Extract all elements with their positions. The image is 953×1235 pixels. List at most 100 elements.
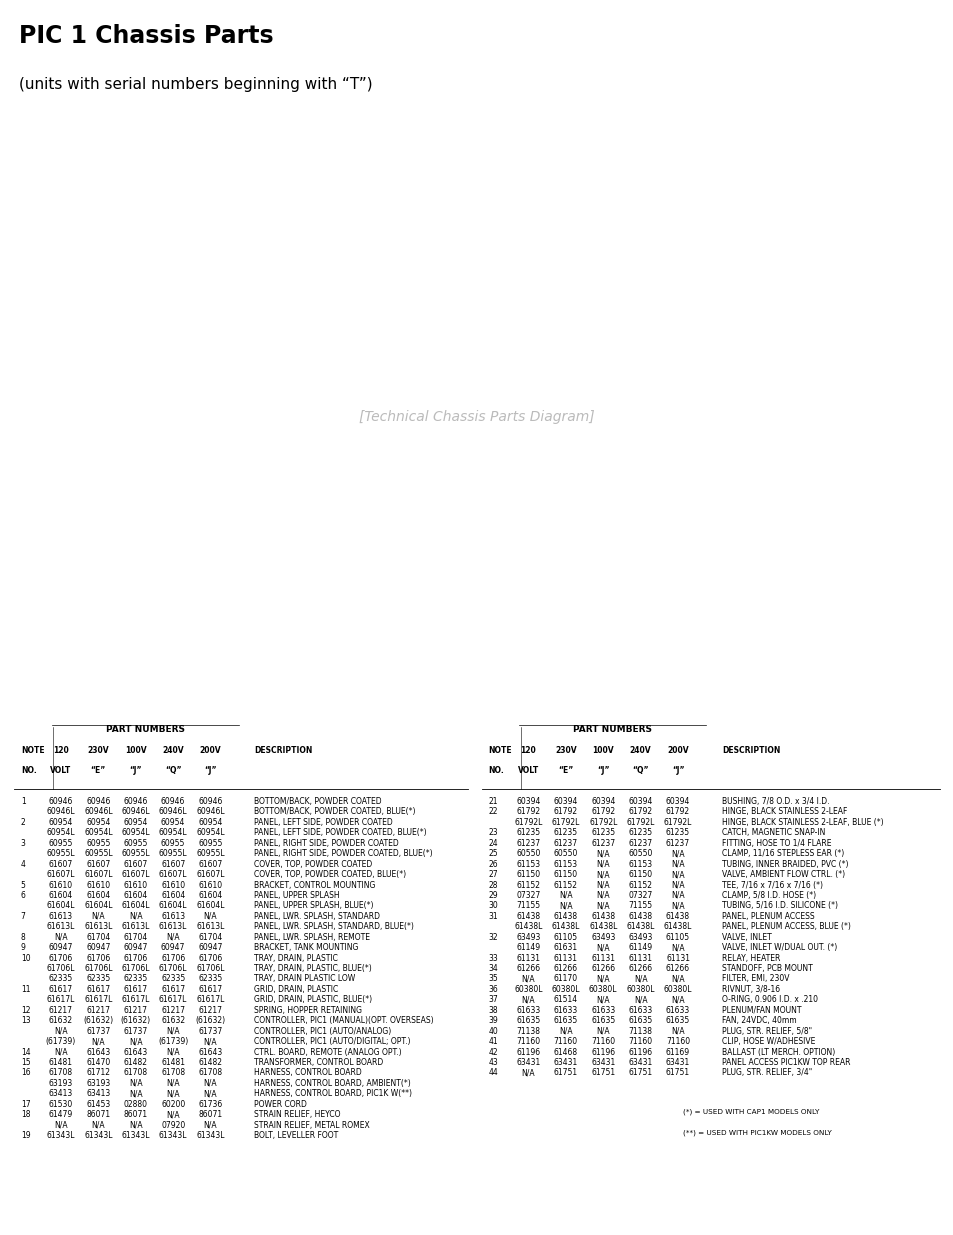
Text: 60946: 60946 (49, 797, 73, 806)
Text: STRAIN RELIEF, METAL ROMEX: STRAIN RELIEF, METAL ROMEX (254, 1120, 370, 1130)
Text: 61617L: 61617L (159, 995, 187, 1004)
Text: 60550: 60550 (553, 850, 578, 858)
Text: 61607: 61607 (198, 860, 222, 868)
Text: 61792L: 61792L (588, 818, 617, 827)
Text: TRAY, DRAIN PLASTIC LOW: TRAY, DRAIN PLASTIC LOW (254, 974, 355, 983)
Text: 63413: 63413 (86, 1089, 111, 1098)
Text: PANEL, PLENUM ACCESS, BLUE (*): PANEL, PLENUM ACCESS, BLUE (*) (721, 923, 850, 931)
Text: N/A: N/A (521, 974, 535, 983)
Text: N/A: N/A (596, 1026, 609, 1036)
Text: 61343L: 61343L (121, 1131, 150, 1140)
Text: Crathco® Powdered Beverage Dispensers: Crathco® Powdered Beverage Dispensers (578, 1192, 936, 1207)
Text: 61613: 61613 (161, 911, 185, 921)
Text: 61737: 61737 (124, 1026, 148, 1036)
Text: 61617L: 61617L (84, 995, 112, 1004)
Text: HARNESS, CONTROL BOARD: HARNESS, CONTROL BOARD (254, 1068, 362, 1077)
Text: GRID, DRAIN, PLASTIC, BLUE(*): GRID, DRAIN, PLASTIC, BLUE(*) (254, 995, 373, 1004)
Text: 60955L: 60955L (196, 850, 225, 858)
Text: 39: 39 (488, 1016, 497, 1025)
Text: 63431: 63431 (591, 1058, 615, 1067)
Text: GRID, DRAIN, PLASTIC: GRID, DRAIN, PLASTIC (254, 986, 338, 994)
Text: N/A: N/A (633, 974, 647, 983)
Text: 63431: 63431 (553, 1058, 578, 1067)
Text: 31: 31 (488, 911, 497, 921)
Text: 40: 40 (488, 1026, 497, 1036)
Text: 61153: 61153 (628, 860, 652, 868)
Text: N/A: N/A (596, 850, 609, 858)
Text: 61792L: 61792L (626, 818, 654, 827)
Text: 61617: 61617 (124, 986, 148, 994)
Text: 44: 44 (488, 1068, 497, 1077)
Text: 61708: 61708 (124, 1068, 148, 1077)
Text: 61706: 61706 (49, 953, 73, 962)
Text: 61643: 61643 (198, 1047, 222, 1057)
Text: 61266: 61266 (553, 965, 578, 973)
Text: PANEL, LWR. SPLASH, STANDARD: PANEL, LWR. SPLASH, STANDARD (254, 911, 380, 921)
Text: 240V: 240V (629, 746, 651, 755)
Text: PLENUM/FAN MOUNT: PLENUM/FAN MOUNT (721, 1005, 801, 1015)
Text: 61604: 61604 (49, 890, 73, 900)
Text: N/A: N/A (671, 860, 684, 868)
Text: 60954L: 60954L (158, 829, 188, 837)
Text: STRAIN RELIEF, HEYCO: STRAIN RELIEF, HEYCO (254, 1110, 340, 1119)
Text: 61152: 61152 (516, 881, 539, 889)
Text: 61196: 61196 (628, 1047, 652, 1057)
Text: 230V: 230V (555, 746, 576, 755)
Text: DESCRIPTION: DESCRIPTION (254, 746, 313, 755)
Text: 61169: 61169 (665, 1047, 689, 1057)
Text: 60550: 60550 (516, 850, 540, 858)
Text: 61470: 61470 (86, 1058, 111, 1067)
Text: 21: 21 (488, 797, 497, 806)
Text: 61438: 61438 (665, 911, 689, 921)
Text: 61635: 61635 (628, 1016, 652, 1025)
Text: 61607L: 61607L (47, 871, 75, 879)
Text: 24: 24 (488, 839, 497, 847)
Text: 61751: 61751 (553, 1068, 578, 1077)
Text: PANEL, LEFT SIDE, POWDER COATED: PANEL, LEFT SIDE, POWDER COATED (254, 818, 393, 827)
Text: 62335: 62335 (198, 974, 222, 983)
Text: 61237: 61237 (553, 839, 578, 847)
Text: 60550: 60550 (628, 850, 652, 858)
Text: 60955L: 60955L (84, 850, 112, 858)
Text: 62335: 62335 (161, 974, 185, 983)
Text: NO.: NO. (488, 767, 503, 776)
Text: 8: 8 (21, 932, 26, 942)
Text: N/A: N/A (166, 1079, 180, 1088)
Text: 4: 4 (21, 860, 26, 868)
Text: PLUG, STR. RELIEF, 5/8": PLUG, STR. RELIEF, 5/8" (721, 1026, 811, 1036)
Text: 61708: 61708 (198, 1068, 222, 1077)
Text: N/A: N/A (129, 1089, 142, 1098)
Text: PART NUMBERS: PART NUMBERS (106, 725, 185, 734)
Text: 60380L: 60380L (588, 986, 617, 994)
Text: 61706: 61706 (161, 953, 185, 962)
Text: 62335: 62335 (124, 974, 148, 983)
Text: (*) = USED WITH CAP1 MODELS ONLY: (*) = USED WITH CAP1 MODELS ONLY (682, 1108, 819, 1114)
Text: 61610: 61610 (198, 881, 222, 889)
Text: 60200: 60200 (161, 1099, 185, 1109)
Text: 71160: 71160 (553, 1037, 578, 1046)
Text: CLAMP, 5/8 I.D. HOSE (*): CLAMP, 5/8 I.D. HOSE (*) (721, 890, 815, 900)
Text: N/A: N/A (558, 902, 572, 910)
Text: 60954: 60954 (124, 818, 148, 827)
Text: 61635: 61635 (591, 1016, 615, 1025)
Text: 60955L: 60955L (158, 850, 188, 858)
Text: 61617: 61617 (198, 986, 222, 994)
Text: 34: 34 (488, 965, 497, 973)
Text: 61617: 61617 (161, 986, 185, 994)
Text: “J”: “J” (130, 767, 142, 776)
Text: 1: 1 (21, 797, 26, 806)
Text: N/A: N/A (521, 1068, 535, 1077)
Text: TRAY, DRAIN, PLASTIC: TRAY, DRAIN, PLASTIC (254, 953, 338, 962)
Text: 60947: 60947 (161, 944, 185, 952)
Text: 61604L: 61604L (121, 902, 150, 910)
Text: “Q”: “Q” (165, 767, 181, 776)
Text: 60394: 60394 (591, 797, 615, 806)
Text: 61613L: 61613L (121, 923, 150, 931)
Text: 60955: 60955 (124, 839, 148, 847)
Text: N/A: N/A (129, 1037, 142, 1046)
Text: 61607L: 61607L (196, 871, 225, 879)
Text: 61217: 61217 (87, 1005, 111, 1015)
Text: CTRL. BOARD, REMOTE (ANALOG OPT.): CTRL. BOARD, REMOTE (ANALOG OPT.) (254, 1047, 402, 1057)
Text: BRACKET, CONTROL MOUNTING: BRACKET, CONTROL MOUNTING (254, 881, 375, 889)
Text: [Technical Chassis Parts Diagram]: [Technical Chassis Parts Diagram] (359, 410, 594, 424)
